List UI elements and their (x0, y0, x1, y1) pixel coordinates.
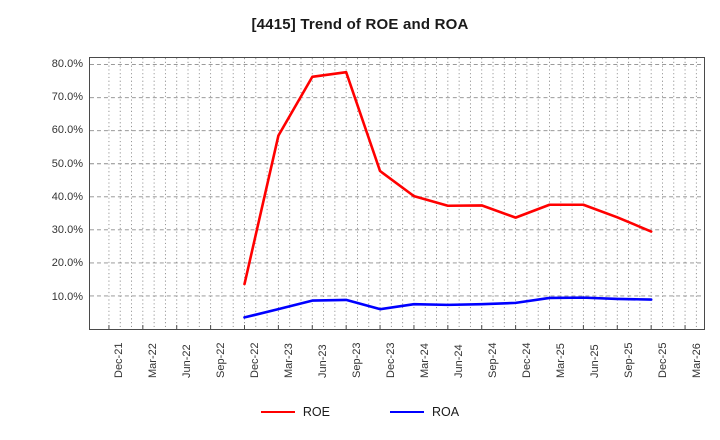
x-axis-tick-label: Dec-22 (249, 342, 261, 378)
y-axis-tick-label: 30.0% (51, 224, 83, 237)
legend-item-roa[interactable]: ROA (390, 405, 459, 419)
legend-swatch-roe (260, 411, 295, 413)
x-axis-tick-label: Mar-26 (691, 343, 703, 378)
x-axis-tick-label: Sep-25 (623, 342, 635, 378)
x-axis-tick-label: Dec-21 (113, 342, 125, 378)
y-axis-tick-label: 60.0% (51, 124, 83, 137)
y-axis-tick-label: 50.0% (51, 157, 83, 170)
y-axis-tick-label: 10.0% (51, 290, 83, 303)
x-axis-tick-label: Jun-24 (453, 344, 465, 378)
series-line-roe (243, 70, 653, 286)
legend-label: ROE (302, 405, 330, 419)
x-axis-tick-label: Dec-23 (385, 342, 397, 378)
x-axis-tick-label: Jun-25 (589, 344, 601, 378)
legend-label: ROA (432, 405, 460, 419)
series-line-roa (243, 296, 653, 319)
x-axis-tick-label: Dec-25 (657, 342, 669, 378)
y-axis-tick-label: 70.0% (51, 90, 83, 103)
x-axis-tick-label: Mar-24 (419, 343, 431, 378)
x-axis-tick-label: Jun-22 (181, 344, 193, 378)
x-axis-tick-label: Mar-23 (283, 343, 295, 378)
x-axis-tick-label: Mar-25 (555, 343, 567, 378)
x-axis-tick-label: Jun-23 (317, 344, 329, 378)
chart-legend: ROE ROA (0, 405, 720, 419)
chart-canvas (90, 58, 704, 329)
x-axis-tick-label: Sep-22 (215, 342, 227, 378)
y-axis-tick-label: 80.0% (51, 57, 83, 70)
x-axis-tick-label: Mar-22 (147, 343, 159, 378)
y-axis-tick-label: 40.0% (51, 190, 83, 203)
legend-item-roe[interactable]: ROE (260, 405, 330, 419)
plot-area (89, 57, 705, 330)
page-title: [4415] Trend of ROE and ROA (251, 16, 469, 33)
y-axis-labels: 10.0% 20.0% 30.0% 40.0% 50.0% 60.0% 70.0% 80.0% (33, 0, 83, 440)
x-axis-tick-label: Sep-23 (351, 342, 363, 378)
x-axis-tick-label: Dec-24 (521, 342, 533, 378)
y-axis-tick-label: 20.0% (51, 257, 83, 270)
legend-swatch-roa (390, 411, 424, 413)
x-axis-tick-label: Sep-24 (487, 342, 499, 378)
